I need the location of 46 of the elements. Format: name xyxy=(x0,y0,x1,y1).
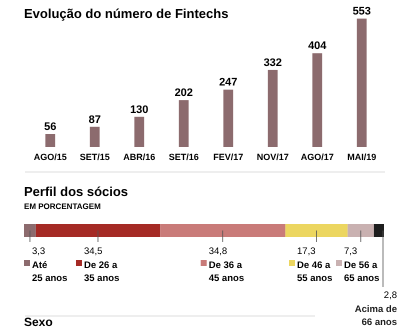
chart-title: Evolução do número de Fintechs xyxy=(24,6,228,21)
data-label: 553 xyxy=(352,6,371,18)
legend-label: De 46 a 55 anos xyxy=(297,260,332,284)
bar xyxy=(36,224,160,237)
data-label: 130 xyxy=(130,104,148,116)
bar xyxy=(268,70,278,147)
data-label: 34,8 xyxy=(208,246,228,257)
data-label: 247 xyxy=(219,76,238,89)
legend-label: De 36 a 45 anos xyxy=(208,260,244,284)
bar xyxy=(45,134,56,147)
bar xyxy=(374,224,384,237)
data-label: 332 xyxy=(264,56,282,69)
text: Sexo xyxy=(24,315,53,329)
bar xyxy=(90,126,100,147)
bar xyxy=(223,90,234,147)
x-tick-label: NOV/17 xyxy=(256,152,289,162)
data-label: 3,3 xyxy=(32,246,46,257)
data-label: 87 xyxy=(88,114,101,126)
bar xyxy=(312,53,322,147)
x-tick-label: ABR/16 xyxy=(123,152,156,162)
chart-subtitle: EM PORCENTAGEM xyxy=(24,202,102,211)
chart-title: Perfil dos sócios xyxy=(24,184,128,199)
data-label: 17,3 xyxy=(297,246,316,257)
data-label: 7,3 xyxy=(344,246,358,257)
x-tick-label: SET/16 xyxy=(168,152,199,162)
x-tick-label: MAI/19 xyxy=(347,152,376,162)
x-tick-label: SET/15 xyxy=(80,152,110,162)
bar xyxy=(178,100,189,147)
x-tick-label: AGO/17 xyxy=(300,152,334,162)
legend-label: De 56 a 65 anos xyxy=(344,260,380,284)
legend-label: Até 25 anos xyxy=(32,260,68,284)
legend-label: De 26 a 35 anos xyxy=(84,260,120,284)
bar xyxy=(160,224,286,237)
data-label: 34,5 xyxy=(84,246,102,257)
bar xyxy=(285,224,348,237)
data-label: 202 xyxy=(174,87,193,100)
x-tick-label: AGO/15 xyxy=(34,152,67,162)
bar xyxy=(348,224,374,237)
bar xyxy=(134,116,144,147)
data-label: 56 xyxy=(44,121,56,133)
bar xyxy=(356,18,367,147)
data-label: 404 xyxy=(308,40,328,52)
x-tick-label: FEV/17 xyxy=(213,152,244,162)
text: Acima de 66 anos xyxy=(354,304,397,328)
data-label: 2,8 xyxy=(384,290,397,301)
bar xyxy=(24,224,36,237)
